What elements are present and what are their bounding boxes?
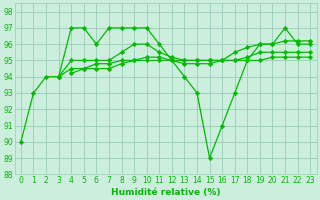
X-axis label: Humidité relative (%): Humidité relative (%) — [111, 188, 220, 197]
